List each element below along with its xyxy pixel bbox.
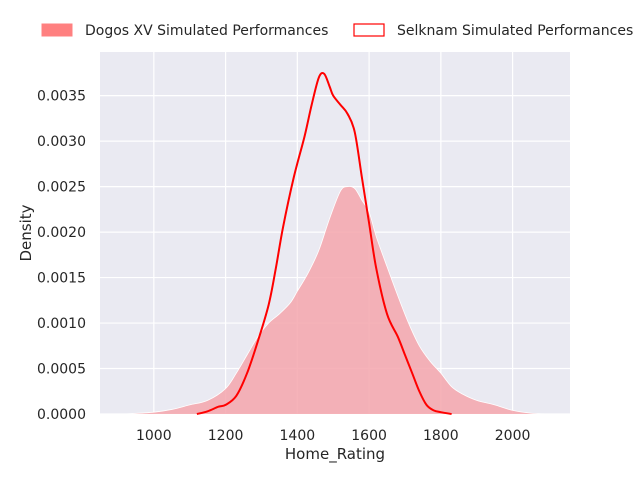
y-tick-label: 0.0030: [37, 134, 86, 150]
x-axis-label: Home_Rating: [285, 445, 385, 464]
y-tick-label: 0.0020: [37, 225, 86, 241]
legend-label: Selknam Simulated Performances: [397, 23, 633, 39]
legend: Dogos XV Simulated Performances Selknam S…: [41, 23, 633, 39]
x-tick-label: 2000: [495, 428, 531, 444]
y-tick-label: 0.0000: [37, 407, 86, 423]
series-layer: [125, 71, 549, 415]
x-axis-ticks: 1000 1200 1400 1600 1800 2000: [136, 428, 530, 444]
x-tick-label: 1800: [423, 428, 459, 444]
series-area-0: [125, 186, 549, 414]
y-tick-label: 0.0025: [37, 180, 86, 196]
y-tick-label: 0.0015: [37, 271, 86, 287]
x-tick-label: 1000: [136, 428, 172, 444]
x-tick-label: 1400: [280, 428, 316, 444]
legend-swatch-outline: [353, 23, 385, 37]
series-outline-0: [125, 185, 549, 415]
y-axis-ticks: 0.0000 0.0005 0.0010 0.0015 0.0020 0.0025 0.00…: [37, 89, 86, 423]
x-tick-label: 1200: [208, 428, 244, 444]
y-tick-label: 0.0035: [37, 89, 86, 105]
legend-label: Dogos XV Simulated Performances: [85, 23, 328, 39]
x-tick-label: 1600: [351, 428, 387, 444]
y-tick-label: 0.0005: [37, 362, 86, 378]
series-line-1: [196, 71, 452, 415]
y-axis-label: Density: [17, 204, 35, 261]
y-tick-label: 0.0010: [37, 316, 86, 332]
legend-swatch-filled: [41, 23, 73, 37]
